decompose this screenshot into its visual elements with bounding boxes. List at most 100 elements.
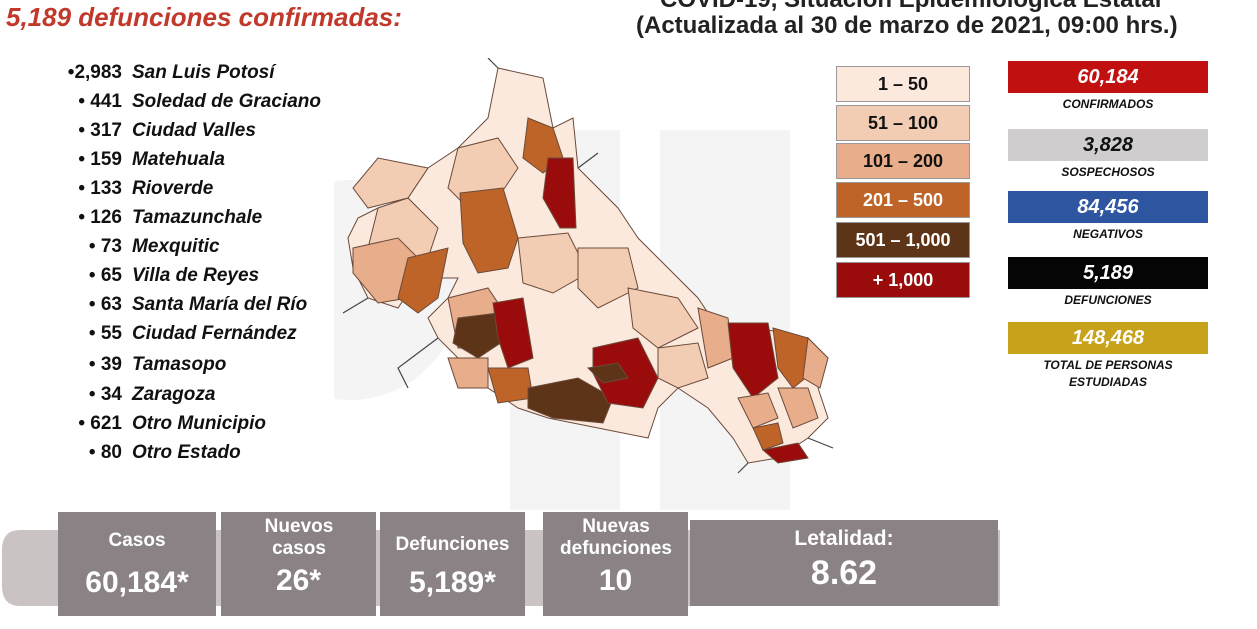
stat-label: TOTAL DE PERSONAS ESTUDIADAS bbox=[1043, 358, 1173, 389]
map-region bbox=[752, 422, 784, 451]
map-region bbox=[727, 322, 779, 399]
legend-label: 51 – 100 bbox=[867, 112, 939, 133]
list-item-name: Villa de Reyes bbox=[132, 264, 260, 286]
list-item: •2,983 San Luis Potosí bbox=[34, 58, 275, 87]
map-region bbox=[487, 367, 534, 404]
list-item-count: • 63 bbox=[88, 293, 122, 315]
list-item-name: Zaragoza bbox=[132, 383, 216, 405]
list-item-count: • 441 bbox=[78, 90, 122, 112]
list-item-name: Mexquitic bbox=[132, 235, 220, 257]
list-item: • 73 Mexquitic bbox=[34, 232, 220, 261]
legend-item-501-1000: 501 – 1,000 bbox=[836, 222, 970, 258]
legend-item-201-500: 201 – 500 bbox=[836, 182, 970, 218]
map-region bbox=[459, 187, 519, 274]
list-item: • 39 Tamasopo bbox=[34, 350, 226, 379]
list-item-name: Soledad de Graciano bbox=[132, 90, 321, 112]
state-map-svg bbox=[342, 57, 834, 474]
legend-label: 201 – 500 bbox=[862, 189, 944, 210]
tile-nuevos-casos: Nuevos casos 26* bbox=[221, 512, 376, 616]
list-item-name: Matehuala bbox=[132, 148, 225, 170]
tile-nuevas-defunciones: Nuevas defunciones 10 bbox=[543, 512, 688, 616]
map-region bbox=[761, 442, 809, 464]
state-map bbox=[338, 57, 850, 478]
tile-title: Nuevas defunciones bbox=[560, 516, 672, 559]
map-region bbox=[447, 357, 489, 389]
legend-item-101-200: 101 – 200 bbox=[836, 143, 970, 179]
list-item-name: Ciudad Valles bbox=[132, 119, 256, 141]
map-region bbox=[517, 232, 589, 294]
legend-label: 101 – 200 bbox=[862, 150, 944, 171]
tile-value: 60,184* bbox=[85, 566, 189, 599]
stat-sospechosos: 3,828 SOSPECHOSOS bbox=[1008, 129, 1208, 181]
legend-label: 1 – 50 bbox=[877, 73, 929, 94]
list-item-count: • 133 bbox=[78, 177, 122, 199]
list-item-count: • 34 bbox=[88, 383, 122, 405]
stat-negativos: 84,456 NEGATIVOS bbox=[1008, 191, 1208, 243]
map-region bbox=[577, 247, 639, 309]
list-item-count: • 159 bbox=[78, 148, 122, 170]
municipality-list: •2,983 San Luis Potosí • 441 Soledad de Gr… bbox=[34, 58, 334, 470]
stat-defunciones: 5,189 DEFUNCIONES bbox=[1008, 257, 1208, 309]
header-date: (Actualizada al 30 de marzo de 2021, 09:… bbox=[636, 12, 1178, 39]
list-item: • 621 Otro Municipio bbox=[34, 409, 266, 438]
tile-value: 26* bbox=[275, 564, 322, 597]
list-item-count: • 73 bbox=[88, 235, 122, 257]
map-region bbox=[627, 287, 699, 349]
list-item: • 159 Matehuala bbox=[34, 145, 225, 174]
stat-total-estudiadas: 148,468 TOTAL DE PERSONAS ESTUDIADAS bbox=[1008, 322, 1208, 391]
list-item-count: • 65 bbox=[88, 264, 122, 286]
map-region bbox=[452, 312, 509, 359]
list-item-count: •2,983 bbox=[67, 61, 122, 83]
legend-label: 501 – 1,000 bbox=[855, 229, 951, 250]
map-region bbox=[527, 377, 614, 424]
stat-confirmados: 60,184 CONFIRMADOS bbox=[1008, 61, 1208, 113]
tile-title: Defunciones bbox=[395, 534, 510, 555]
stat-label: NEGATIVOS bbox=[1073, 227, 1143, 241]
list-item: • 63 Santa María del Río bbox=[34, 290, 307, 319]
list-item-name: Tamazunchale bbox=[132, 206, 263, 228]
list-item: • 133 Rioverde bbox=[34, 174, 213, 203]
stat-label: DEFUNCIONES bbox=[1064, 293, 1152, 307]
map-region bbox=[802, 336, 829, 389]
tile-value: 10 bbox=[598, 564, 633, 597]
map-road bbox=[487, 57, 499, 69]
list-item-name: Tamasopo bbox=[132, 353, 227, 375]
list-item-name: San Luis Potosí bbox=[132, 61, 275, 83]
list-item-name: Santa María del Río bbox=[132, 293, 308, 315]
map-region bbox=[397, 247, 449, 314]
list-item-count: • 621 bbox=[78, 412, 122, 434]
list-item-name: Rioverde bbox=[132, 177, 214, 199]
stat-value: 60,184 bbox=[1008, 61, 1208, 93]
stat-label: CONFIRMADOS bbox=[1062, 97, 1154, 111]
map-road bbox=[577, 152, 599, 169]
stat-value: 84,456 bbox=[1008, 191, 1208, 223]
list-item: • 126 Tamazunchale bbox=[34, 203, 262, 232]
map-road bbox=[807, 437, 834, 449]
list-item: • 34 Zaragoza bbox=[34, 380, 216, 409]
map-region bbox=[352, 157, 429, 209]
list-item-name: Otro Municipio bbox=[132, 412, 267, 434]
legend-item-51-100: 51 – 100 bbox=[836, 105, 970, 141]
list-item-count: • 55 bbox=[88, 322, 122, 344]
map-region bbox=[586, 362, 629, 384]
page-title: 5,189 defunciones confirmadas: bbox=[6, 2, 402, 32]
tile-value: 8.62 bbox=[810, 554, 878, 592]
tile-letalidad: Letalidad: 8.62 bbox=[690, 520, 998, 606]
map-region bbox=[737, 392, 779, 429]
tile-title: Letalidad: bbox=[794, 527, 894, 550]
legend-item-1000-plus: + 1,000 bbox=[836, 262, 970, 298]
map-road bbox=[737, 462, 749, 474]
list-item-count: • 39 bbox=[88, 353, 122, 375]
stat-value: 3,828 bbox=[1008, 129, 1208, 161]
list-item-count: • 126 bbox=[78, 206, 122, 228]
list-item: • 317 Ciudad Valles bbox=[34, 116, 256, 145]
map-region bbox=[492, 297, 534, 369]
tile-value: 5,189* bbox=[409, 566, 496, 599]
list-item: • 441 Soledad de Graciano bbox=[34, 87, 321, 116]
list-item: • 80 Otro Estado bbox=[34, 438, 241, 467]
tile-casos: Casos 60,184* bbox=[58, 512, 216, 616]
map-region bbox=[657, 342, 709, 389]
list-item-name: Ciudad Fernández bbox=[132, 322, 297, 344]
legend-label: + 1,000 bbox=[872, 269, 934, 290]
map-road bbox=[397, 337, 439, 389]
